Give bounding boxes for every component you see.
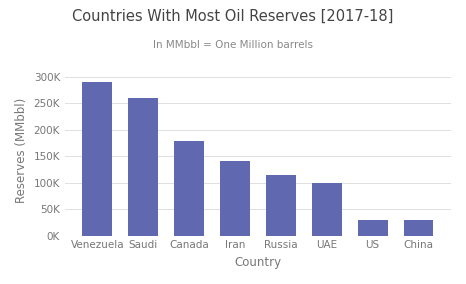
Bar <box>82 82 112 236</box>
Bar <box>266 175 296 236</box>
Bar <box>220 161 250 236</box>
Bar <box>174 141 204 236</box>
Text: In MMbbl = One Million barrels: In MMbbl = One Million barrels <box>153 40 313 50</box>
Bar <box>404 220 433 236</box>
Bar <box>312 183 342 236</box>
X-axis label: Country: Country <box>234 256 281 269</box>
Bar <box>358 220 388 236</box>
Text: Countries With Most Oil Reserves [2017-18]: Countries With Most Oil Reserves [2017-1… <box>72 9 394 24</box>
Bar <box>128 98 158 236</box>
Y-axis label: Reserves (MMbbl): Reserves (MMbbl) <box>15 98 28 203</box>
